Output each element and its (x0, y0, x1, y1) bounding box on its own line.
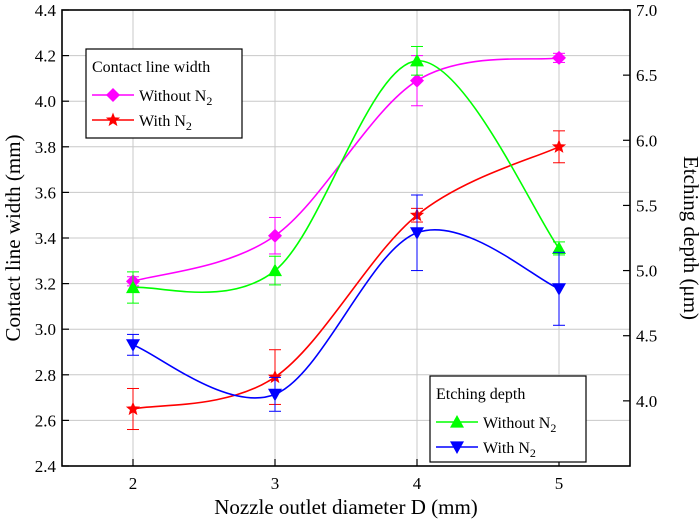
data-point (552, 50, 566, 65)
legend-label: Without N2 (139, 88, 212, 108)
series-line-with-n2-right (132, 229, 560, 399)
y-tick-label-left: 3.6 (35, 183, 56, 202)
y-tick-label-left: 3.2 (35, 275, 56, 294)
data-point (268, 388, 282, 402)
data-point (410, 53, 424, 67)
legend-label: With N2 (483, 440, 536, 460)
legend-label: Without N2 (483, 415, 556, 435)
y-tick-label-right: 4.5 (636, 327, 657, 346)
x-tick-label: 5 (555, 474, 564, 493)
y-tick-label-left: 2.4 (35, 457, 57, 476)
y-axis-label-left: Contact line width (mm) (1, 134, 25, 341)
x-tick-label: 4 (413, 474, 422, 493)
legend-label-base: Without N (139, 88, 207, 105)
data-point (125, 401, 141, 416)
data-point (268, 228, 282, 243)
legend-label-base: With N (139, 113, 186, 130)
y-axis-label-right: Etching depth (μm) (679, 156, 700, 320)
legend-marker (450, 441, 464, 454)
x-tick-label: 3 (271, 474, 280, 493)
y-tick-label-right: 5.0 (636, 262, 657, 281)
y-tick-label-left: 3.8 (35, 138, 56, 157)
data-point (410, 73, 424, 88)
data-point (410, 227, 424, 240)
legend-title: Etching depth (436, 386, 525, 403)
y-tick-label-left: 4.4 (35, 1, 57, 20)
legend-label-base: With N (483, 440, 530, 457)
data-point (267, 369, 283, 384)
legend-marker (105, 112, 121, 127)
y-tick-label-left: 3.0 (35, 320, 56, 339)
data-point (126, 339, 140, 352)
y-tick-label-right: 6.5 (636, 66, 657, 85)
series-with-n2-right (126, 194, 566, 412)
legend-marker (450, 415, 464, 428)
x-tick-label: 2 (129, 474, 138, 493)
legend-label-subscript: 2 (206, 94, 212, 108)
ticks: 2 3 4 5 2.4 2.6 2.8 3.0 3.2 3.4 3.6 3.8 4.0 4.2 4.4 4.0… (35, 1, 658, 493)
series-without-n2-right (126, 45, 566, 304)
y-tick-label-right: 4.0 (636, 392, 657, 411)
y-tick-label-right: 7.0 (636, 1, 657, 20)
series-layer (125, 45, 567, 431)
y-tick-label-left: 3.4 (35, 229, 57, 248)
series-line-without-n2-right (132, 60, 560, 294)
data-point (551, 139, 567, 153)
data-point (552, 283, 566, 296)
legend-label: With N2 (139, 113, 192, 133)
data-point (268, 263, 282, 277)
y-tick-label-left: 2.8 (35, 366, 56, 385)
series-line-with-n2-left (132, 146, 560, 410)
y-tick-label-left: 4.2 (35, 47, 56, 66)
legend-title: Contact line width (92, 59, 210, 76)
data-point (552, 241, 566, 255)
y-tick-label-left: 2.6 (35, 411, 56, 430)
series-line-without-n2-left (132, 57, 560, 283)
x-axis-label: Nozzle outlet diameter D (mm) (214, 495, 478, 519)
y-tick-label-left: 4.0 (35, 92, 56, 111)
y-tick-label-right: 6.0 (636, 131, 657, 150)
y-tick-label-right: 5.5 (636, 196, 657, 215)
legend-marker (106, 88, 120, 102)
legend-label-subscript: 2 (550, 421, 556, 435)
legend-label-subscript: 2 (186, 119, 192, 133)
legend-label-subscript: 2 (530, 446, 536, 460)
legend-label-base: Without N (483, 415, 551, 432)
data-point (126, 280, 140, 294)
